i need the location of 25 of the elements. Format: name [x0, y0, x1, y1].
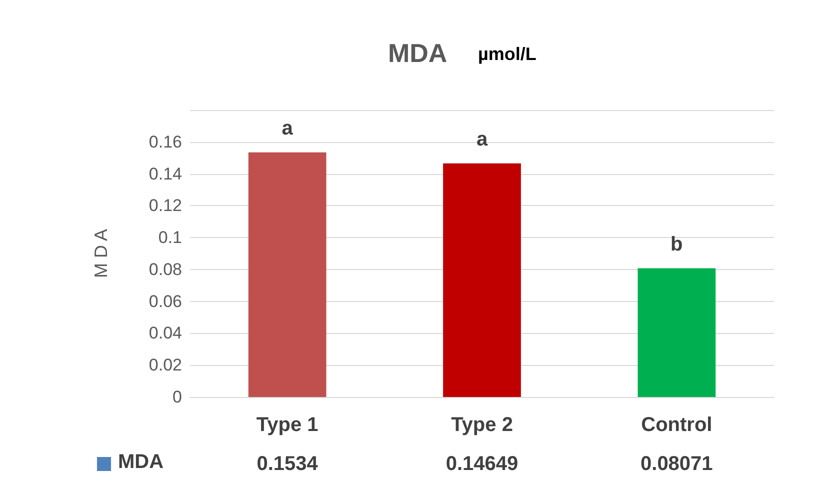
data-label: 0.08071	[640, 453, 713, 476]
annotation: a	[282, 117, 294, 140]
bar	[638, 268, 716, 397]
bar	[443, 163, 521, 397]
y-tick-label: 0.1	[158, 228, 182, 248]
annotation: b	[670, 233, 683, 256]
y-tick-label: 0.16	[148, 132, 182, 152]
y-tick-label: 0.14	[148, 164, 182, 184]
y-tick-label: 0.06	[148, 292, 182, 311]
x-tick-label: Type 1	[256, 414, 318, 436]
bar	[248, 152, 326, 397]
y-tick-label: 0	[172, 388, 182, 406]
data-label: 0.14649	[446, 453, 518, 476]
x-tick-label: Control	[641, 414, 712, 436]
data-label: 0.1534	[256, 453, 318, 476]
x-tick-label: Type 2	[451, 414, 513, 436]
y-tick-label: 0.08	[148, 260, 182, 279]
y-tick-label: 0.04	[148, 324, 182, 343]
text: MDA	[118, 451, 164, 474]
y-tick-label: 0.02	[148, 356, 182, 375]
text: MDA	[388, 38, 448, 69]
chart-subtitle: µmol/L	[478, 44, 536, 65]
y-axis-title: M D A	[91, 228, 111, 278]
annotation: a	[476, 128, 488, 150]
y-tick-label: 0.12	[148, 196, 182, 216]
